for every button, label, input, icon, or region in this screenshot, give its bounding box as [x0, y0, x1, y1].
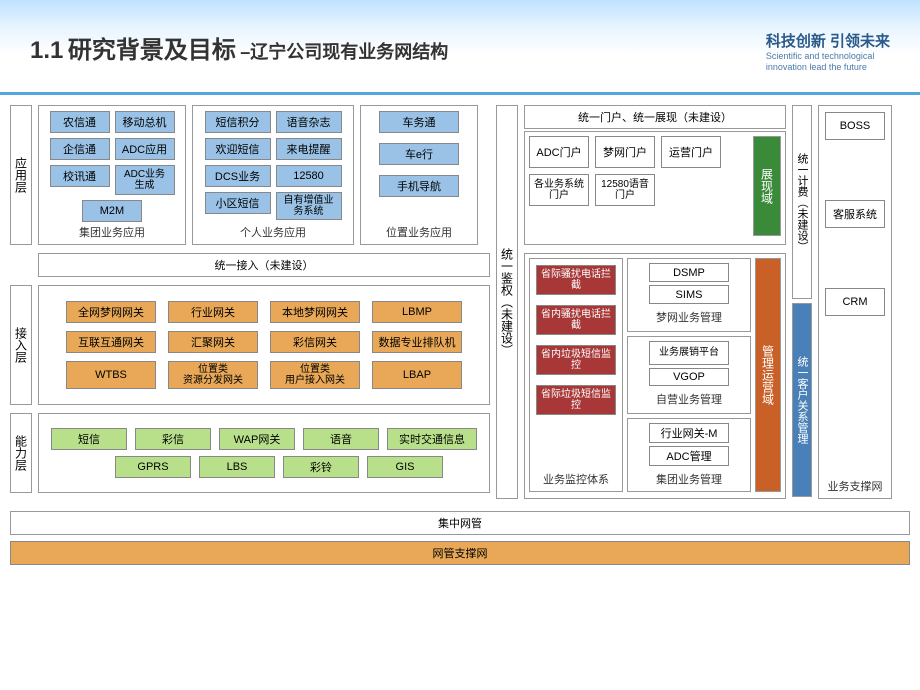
- dream-mgmt-label: 梦网业务管理: [656, 307, 722, 327]
- support-box: BOSS 客服系统 CRM 业务支撑网: [818, 105, 892, 499]
- capability-item: GIS: [367, 456, 443, 478]
- app-item: 校讯通: [50, 165, 110, 187]
- capability-item: 语音: [303, 428, 379, 450]
- app-item: 手机导航: [379, 175, 459, 197]
- group-mgmt-label: 集团业务管理: [656, 469, 722, 489]
- access-box: 全网梦网网关 行业网关 本地梦网网关 LBMP 互联互通网关 汇聚网关 彩信网关…: [38, 285, 490, 405]
- app-item: ADC应用: [115, 138, 175, 160]
- capability-item: 实时交通信息: [387, 428, 477, 450]
- monitor-item: 省际垃圾短信监控: [536, 385, 616, 415]
- capability-item: 短信: [51, 428, 127, 450]
- app-item: 短信积分: [205, 111, 271, 133]
- capability-item: 彩信: [135, 428, 211, 450]
- layer-label-app: 应用层: [10, 105, 32, 245]
- slogan-cn: 科技创新 引领未来: [766, 30, 890, 51]
- app-item: ADC业务生成: [115, 165, 175, 195]
- gateway-item: 数据专业排队机: [372, 331, 462, 353]
- nm-center-box: 集中网管: [10, 511, 910, 535]
- gateway-item: 彩信网关: [270, 331, 360, 353]
- group-apps-label: 集团业务应用: [79, 222, 145, 242]
- app-item: 车e行: [379, 143, 459, 165]
- portal-item: ADC门户: [529, 136, 589, 168]
- monitor-item: 省内垃圾短信监控: [536, 345, 616, 375]
- self-mgmt-box: 业务展销平台 VGOP 自营业务管理: [627, 336, 751, 414]
- portal-item: 各业务系统门户: [529, 174, 589, 206]
- app-item: 语音杂志: [276, 111, 342, 133]
- slogan-en1: Scientific and technological: [766, 51, 890, 62]
- unified-auth-box: 统一鉴权（未建设）: [496, 105, 518, 499]
- group-mgmt-box: 行业网关-M ADC管理 集团业务管理: [627, 418, 751, 492]
- dream-mgmt-box: DSMP SIMS 梦网业务管理: [627, 258, 751, 332]
- portal-item: 运营门户: [661, 136, 721, 168]
- gateway-item: LBMP: [372, 301, 462, 323]
- capability-item: GPRS: [115, 456, 191, 478]
- app-item: 车务通: [379, 111, 459, 133]
- location-apps-label: 位置业务应用: [386, 222, 452, 242]
- crm-mgmt-box: 统一客户关系管理: [792, 303, 812, 497]
- self-mgmt-label: 自营业务管理: [656, 389, 722, 409]
- gateway-item: 位置类 用户接入网关: [270, 361, 360, 389]
- support-item: 客服系统: [825, 200, 885, 228]
- gateway-item: 汇聚网关: [168, 331, 258, 353]
- gateway-item: 互联互通网关: [66, 331, 156, 353]
- support-label: 业务支撑网: [828, 476, 883, 496]
- app-item: 小区短信: [205, 192, 271, 214]
- gateway-item: 本地梦网网关: [270, 301, 360, 323]
- app-item: 企信通: [50, 138, 110, 160]
- gateway-item: 行业网关: [168, 301, 258, 323]
- personal-apps-label: 个人业务应用: [240, 222, 306, 242]
- unified-access-box: 统一接入（未建设）: [38, 253, 490, 277]
- gateway-item: LBAP: [372, 361, 462, 389]
- header-subtitle: –辽宁公司现有业务网结构: [240, 42, 448, 62]
- capability-item: 彩铃: [283, 456, 359, 478]
- capability-item: WAP网关: [219, 428, 295, 450]
- slide-header: 1.1 研究背景及目标 –辽宁公司现有业务网结构 科技创新 引领未来 Scien…: [0, 0, 920, 95]
- mgmt-item: SIMS: [649, 285, 729, 304]
- app-item: 自有增值业务系统: [276, 192, 342, 220]
- gateway-item: WTBS: [66, 361, 156, 389]
- monitor-box: 省际骚扰电话拦截 省内骚扰电话拦截 省内垃圾短信监控 省际垃圾短信监控 业务监控…: [529, 258, 623, 492]
- app-item: 欢迎短信: [205, 138, 271, 160]
- location-apps-box: 车务通 车e行 手机导航 位置业务应用: [360, 105, 478, 245]
- slogan-en2: innovation lead the future: [766, 62, 890, 73]
- support-item: BOSS: [825, 112, 885, 140]
- monitor-item: 省际骚扰电话拦截: [536, 265, 616, 295]
- group-apps-box: 农信通 移动总机 企信通 ADC应用 校讯通 ADC业务生成 M2M 集团业务应…: [38, 105, 186, 245]
- billing-box: 统一计费（未建设）: [792, 105, 812, 299]
- capability-item: LBS: [199, 456, 275, 478]
- personal-apps-box: 短信积分 语音杂志 欢迎短信 来电提醒 DCS业务 12580 小区短信 自有增…: [192, 105, 354, 245]
- portal-item: 梦网门户: [595, 136, 655, 168]
- layer-label-access: 接入层: [10, 285, 32, 405]
- portals-container: ADC门户 梦网门户 运营门户 各业务系统门户 12580语音门户 展现域: [524, 131, 786, 245]
- header-slogan: 科技创新 引领未来 Scientific and technological i…: [766, 30, 890, 73]
- header-number: 1.1: [30, 37, 63, 64]
- architecture-diagram: 应用层 农信通 移动总机 企信通 ADC应用 校讯通 ADC业务生成 M2M 集…: [0, 95, 920, 575]
- app-item: 来电提醒: [276, 138, 342, 160]
- portal-item: 12580语音门户: [595, 174, 655, 206]
- capability-box: 短信 彩信 WAP网关 语音 实时交通信息 GPRS LBS 彩铃 GIS: [38, 413, 490, 493]
- mgmt-item: 行业网关-M: [649, 423, 729, 443]
- support-item: CRM: [825, 288, 885, 316]
- mgmt-item: VGOP: [649, 368, 729, 386]
- unified-portal-box: 统一门户、统一展现（未建设）: [524, 105, 786, 129]
- app-item: 移动总机: [115, 111, 175, 133]
- op-domain-box: 管理运营域: [755, 258, 781, 492]
- display-domain-box: 展现域: [753, 136, 781, 236]
- app-item: 农信通: [50, 111, 110, 133]
- gateway-item: 全网梦网网关: [66, 301, 156, 323]
- layer-label-capability: 能力层: [10, 413, 32, 493]
- app-item: 12580: [276, 165, 342, 187]
- mgmt-item: 业务展销平台: [649, 341, 729, 365]
- mgmt-item: DSMP: [649, 263, 729, 282]
- monitor-label: 业务监控体系: [543, 469, 609, 489]
- app-item: M2M: [82, 200, 142, 222]
- management-container: 省际骚扰电话拦截 省内骚扰电话拦截 省内垃圾短信监控 省际垃圾短信监控 业务监控…: [524, 253, 786, 499]
- nm-support-box: 网管支撑网: [10, 541, 910, 565]
- monitor-item: 省内骚扰电话拦截: [536, 305, 616, 335]
- mgmt-item: ADC管理: [649, 446, 729, 466]
- app-item: DCS业务: [205, 165, 271, 187]
- gateway-item: 位置类 资源分发网关: [168, 361, 258, 389]
- header-title: 研究背景及目标: [68, 37, 236, 64]
